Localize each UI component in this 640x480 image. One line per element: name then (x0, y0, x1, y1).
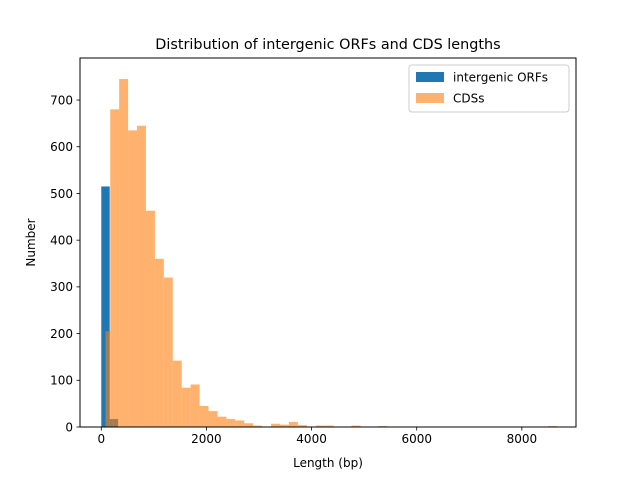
histogram-bar-1-10 (190, 384, 200, 427)
legend-box (408, 64, 570, 113)
histogram-bar-1-2 (119, 79, 129, 428)
x-tick-label: 8000 (507, 432, 538, 446)
histogram-bar-1-7 (163, 277, 173, 427)
histogram-bar-1-4 (137, 125, 146, 427)
axes-frame (79, 57, 577, 428)
x-axis-ticks: 0 2000 4000 6000 8000 (97, 427, 537, 446)
histogram-bar-1-0 (105, 331, 111, 427)
y-tick-label: 400 (50, 233, 73, 247)
legend-label-0: intergenic ORFs (453, 71, 548, 85)
chart-title: Distribution of intergenic ORFs and CDS … (155, 37, 500, 53)
y-tick-label: 100 (50, 374, 73, 388)
histogram-bar-1-8 (172, 360, 182, 427)
legend-label-1: CDSs (453, 92, 485, 106)
histogram-bar-1-13 (217, 416, 227, 427)
histogram-bar-1-17 (253, 425, 263, 427)
y-tick-label: 600 (50, 140, 73, 154)
histogram-bar-0-0 (101, 186, 106, 427)
histogram-bar-1-3 (128, 130, 138, 427)
x-axis-label: Length (bp) (293, 456, 363, 470)
histogram-bar-1-20 (280, 424, 289, 427)
histogram-bar-1-22 (297, 425, 307, 427)
y-tick-label: 300 (50, 280, 73, 294)
histogram-bar-1-27 (351, 425, 361, 427)
histogram-bar-1-16 (244, 423, 254, 427)
plot-area (101, 79, 558, 428)
histogram-bar-1-12 (208, 411, 218, 427)
histogram-bar-1-25 (324, 425, 334, 427)
histogram-bar-1-1 (110, 109, 120, 427)
histogram-bar-1-15 (235, 420, 245, 427)
histogram-bar-1-19 (271, 423, 281, 427)
histogram-bar-1-5 (145, 210, 155, 427)
y-tick-label: 700 (50, 93, 73, 107)
y-tick-label: 0 (65, 420, 73, 434)
y-tick-label: 200 (50, 327, 73, 341)
histogram-bar-0-1 (105, 186, 110, 427)
histogram-bar-1-21 (288, 421, 298, 427)
y-tick-label: 500 (50, 187, 73, 201)
series-1 (105, 79, 558, 428)
histogram-bar-1-9 (181, 387, 191, 427)
histogram-bar-1-24 (315, 425, 325, 427)
histogram-bar-1-14 (226, 419, 236, 427)
y-axis-ticks: 0 100 200 300 400 500 600 700 (50, 93, 80, 434)
y-axis-label: Number (24, 218, 38, 266)
histogram-bar-1-6 (154, 258, 164, 427)
x-tick-label: 4000 (296, 432, 327, 446)
legend-swatch-1 (416, 93, 444, 103)
legend: intergenic ORFs CDSs (408, 64, 570, 113)
x-tick-label: 2000 (191, 432, 222, 446)
x-tick-label: 0 (97, 432, 105, 446)
legend-swatch-0 (416, 72, 444, 82)
histogram-bar-1-11 (199, 405, 209, 427)
x-tick-label: 6000 (401, 432, 432, 446)
